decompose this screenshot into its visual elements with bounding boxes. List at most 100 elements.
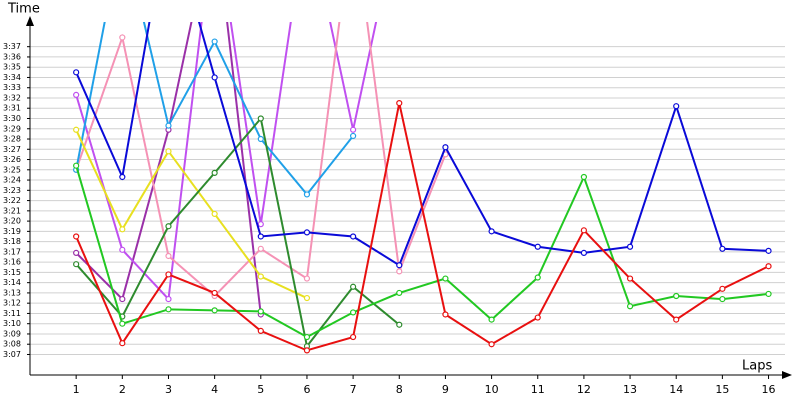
point (303, 347, 311, 354)
point (765, 263, 772, 270)
y-tick-label: 3:21 (3, 206, 21, 215)
y-tick-label: 3:27 (3, 145, 21, 154)
y-tick-label: 3:11 (3, 309, 21, 318)
point (165, 252, 172, 260)
point (765, 290, 772, 298)
point (257, 327, 264, 334)
y-tick-label: 3:30 (3, 114, 21, 123)
point (350, 132, 357, 140)
point (350, 233, 357, 240)
point (350, 333, 357, 341)
x-tick-label: 5 (257, 383, 264, 396)
y-tick-label: 3:17 (3, 247, 21, 256)
point (303, 275, 311, 282)
point (211, 38, 218, 45)
point (303, 333, 311, 341)
point (73, 91, 80, 98)
point (350, 309, 357, 316)
point (73, 126, 80, 133)
point (257, 308, 264, 315)
point (396, 321, 403, 328)
series-line (75, 22, 769, 267)
y-tick-label: 3:19 (3, 227, 21, 236)
point (257, 245, 264, 252)
point (257, 135, 264, 143)
point (673, 316, 680, 323)
point (303, 191, 311, 198)
x-axis-label: Laps (742, 359, 772, 374)
point (73, 69, 80, 76)
x-tick-label: 16 (762, 383, 776, 396)
point (73, 162, 80, 169)
x-tick-label: 4 (211, 383, 218, 396)
point (73, 261, 80, 268)
y-tick-label: 3:08 (3, 340, 21, 349)
point (488, 341, 495, 348)
point (119, 34, 126, 41)
point (211, 307, 218, 314)
y-tick-label: 3:15 (3, 268, 21, 277)
x-tick-label: 14 (669, 383, 683, 396)
point (719, 245, 726, 252)
y-tick-label: 3:31 (3, 104, 21, 113)
y-tick-label: 3:14 (3, 278, 21, 287)
series-line (75, 165, 769, 339)
point (396, 262, 403, 269)
point (350, 126, 357, 133)
point (673, 292, 680, 300)
y-tick-label: 3:25 (3, 165, 21, 174)
point (211, 169, 218, 176)
y-arrow (26, 16, 34, 26)
y-tick-label: 3:26 (3, 155, 21, 164)
y-tick-label: 3:33 (3, 83, 21, 92)
point (119, 295, 126, 303)
point (350, 283, 357, 290)
point (396, 268, 403, 275)
point (626, 243, 634, 250)
x-tick-label: 6 (303, 383, 310, 396)
point (257, 273, 264, 280)
point (119, 173, 126, 181)
point (257, 233, 264, 240)
point (765, 247, 772, 254)
y-tick-label: 3:13 (3, 288, 21, 297)
plot-area (73, 22, 772, 354)
point (488, 228, 495, 235)
point (396, 289, 403, 297)
point (303, 229, 311, 236)
y-tick-label: 3:07 (3, 350, 21, 359)
y-tick-label: 3:20 (3, 217, 21, 226)
point (73, 249, 80, 257)
y-tick-label: 3:37 (3, 42, 21, 51)
y-tick-label: 3:35 (3, 63, 21, 72)
point (73, 233, 80, 240)
point (626, 303, 634, 310)
y-tick-label: 3:28 (3, 135, 21, 144)
point (165, 223, 172, 230)
point (211, 74, 218, 81)
x-tick-label: 1 (73, 383, 80, 396)
y-tick-label: 3:09 (3, 329, 21, 338)
y-tick-label: 3:29 (3, 124, 21, 133)
point (442, 144, 449, 151)
point (719, 285, 726, 292)
x-tick-label: 2 (119, 383, 126, 396)
point (580, 227, 588, 234)
grid (30, 46, 785, 355)
x-tick-label: 10 (485, 383, 499, 396)
y-axis-label: Time (7, 2, 40, 17)
point (119, 340, 126, 347)
series-line (75, 116, 400, 349)
point (673, 103, 680, 110)
point (119, 320, 126, 327)
point (580, 173, 588, 181)
y-tick-label: 3:32 (3, 93, 21, 102)
y-tick-label: 3:22 (3, 196, 21, 205)
y-tick-label: 3:23 (3, 186, 21, 195)
y-tick-label: 3:10 (3, 319, 21, 328)
point (119, 246, 126, 253)
point (165, 271, 172, 278)
y-tick-label: 3:12 (3, 299, 21, 308)
y-tick-label: 3:18 (3, 237, 21, 246)
